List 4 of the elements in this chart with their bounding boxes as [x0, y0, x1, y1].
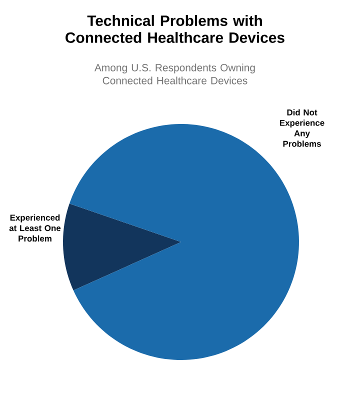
chart-title: Technical Problems with Connected Healthcare Devices [66, 15, 284, 43]
slice-label: Experienced at Least One Problem [9, 214, 61, 242]
slice-label: Did Not Experience Any Problems [280, 109, 324, 147]
chart-subtitle: Among U.S. Respondents Owning Connected Healthcare Devices [94, 64, 255, 84]
